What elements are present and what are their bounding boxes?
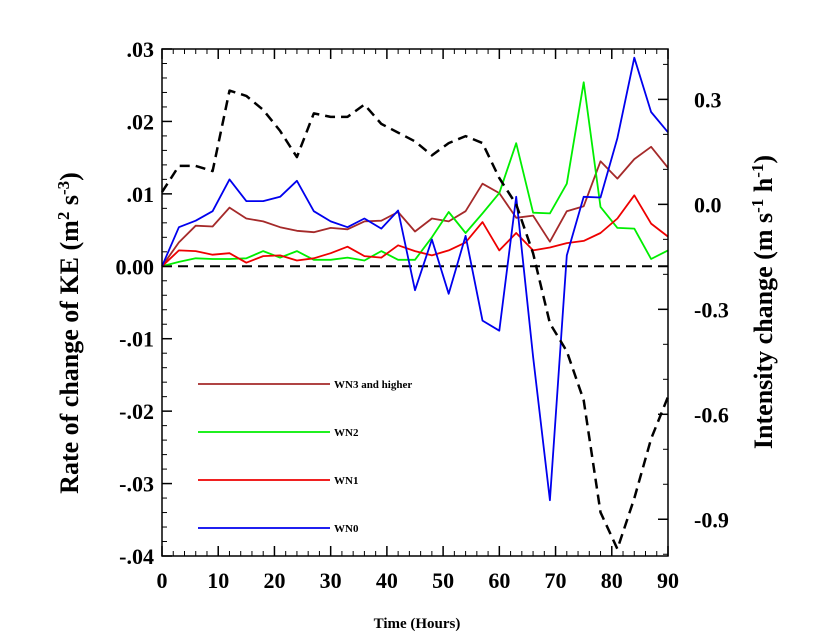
x-tick-label: 20: [263, 568, 285, 593]
series-line-wn0: [161, 56, 669, 502]
left-tick-label: -.01: [119, 327, 154, 352]
series-layer: [160, 56, 670, 551]
left-tick-label: .02: [127, 109, 155, 134]
left-tick-label: -.03: [119, 472, 154, 497]
left-tick-label: -.04: [119, 544, 154, 569]
left-tick-label: 0.00: [116, 254, 155, 279]
intensity-change-line: [160, 89, 670, 551]
left-tick-label: -.02: [119, 399, 154, 424]
left-tick-label: .03: [127, 37, 155, 62]
x-tick-label: 80: [601, 568, 623, 593]
series-line-wn2: [161, 81, 669, 268]
left-tick-label: .01: [127, 182, 155, 207]
x-tick-label: 30: [320, 568, 342, 593]
right-tick-label: 0.3: [694, 87, 722, 112]
x-tick-label: 10: [207, 568, 229, 593]
legend-label: WN1: [334, 475, 358, 487]
x-tick-label: 70: [545, 568, 567, 593]
x-tick-label: 40: [376, 568, 398, 593]
right-tick-label: -0.6: [694, 402, 729, 427]
right-tick-label: 0.0: [694, 192, 722, 217]
legend-label: WN2: [334, 427, 359, 439]
right-tick-label: -0.9: [694, 507, 729, 532]
series-line-wn3-and-higher: [161, 145, 669, 267]
x-tick-label: 90: [657, 568, 679, 593]
ticks-layer: 0 10 20 30 40 50 60 70 80 90 .03 .02 .01 0.00 -.01 -.02…: [116, 37, 729, 593]
right-axis-title: Intensity change (m s-1 h-1): [748, 155, 778, 449]
legend-label: WN0: [334, 523, 359, 535]
series-line-wn1: [161, 194, 669, 267]
right-tick-label: -0.3: [694, 297, 729, 322]
x-tick-label: 0: [157, 568, 168, 593]
plot-frame: [161, 48, 669, 557]
left-axis-title: Rate of change of KE (m2 s-3): [54, 172, 84, 494]
x-tick-label: 50: [432, 568, 454, 593]
x-axis-title: Time (Hours): [374, 616, 461, 632]
legend-label: WN3 and higher: [334, 379, 412, 391]
x-tick-label: 60: [488, 568, 510, 593]
legend: WN3 and higher WN2 WN1 WN0: [198, 379, 412, 535]
